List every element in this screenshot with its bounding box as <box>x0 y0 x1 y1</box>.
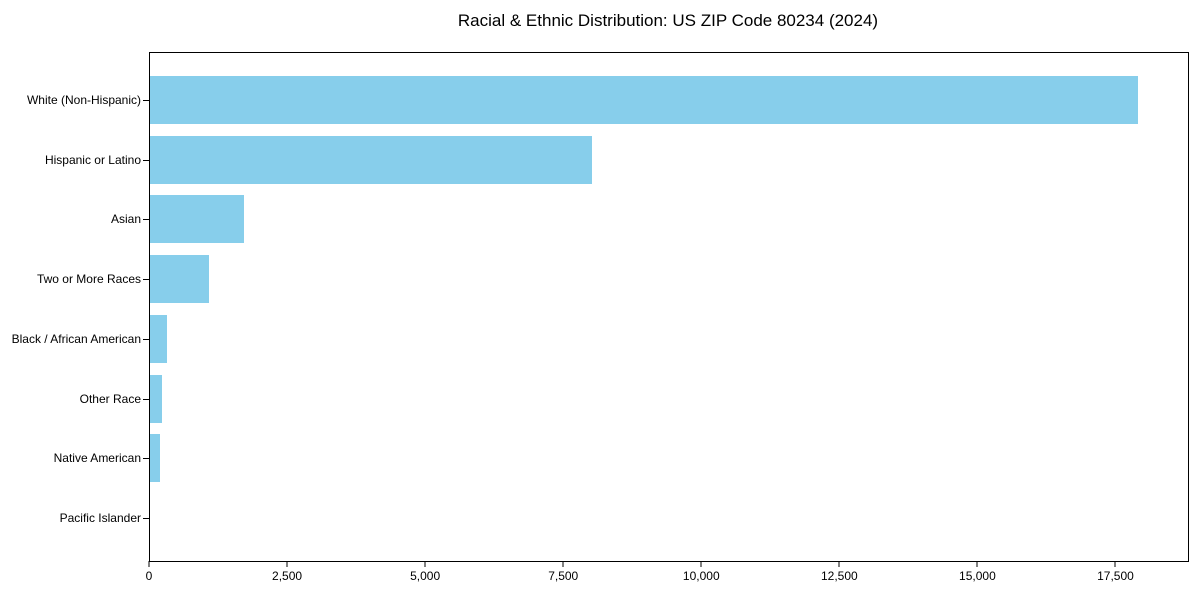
bar <box>150 374 163 423</box>
x-axis-tick <box>700 561 702 567</box>
x-axis-tick <box>424 561 426 567</box>
category-label: White (Non-Hispanic) <box>26 92 141 107</box>
bar-row: Hispanic or Latino <box>45 130 1188 190</box>
category-label: Native American <box>53 451 141 466</box>
x-axis: 0 2,500 5,000 7,500 10,000 12,500 15,000 17,500 <box>145 561 1187 599</box>
y-axis-tick <box>143 518 150 520</box>
bar-row: Asian <box>111 190 1188 250</box>
bar-row: Black / African American <box>12 309 1188 369</box>
x-tick-label: 10,000 <box>682 569 720 583</box>
x-tick-label: 5,000 <box>410 569 441 583</box>
y-axis-tick <box>143 458 150 460</box>
bar <box>150 75 1139 124</box>
y-axis-tick <box>143 159 150 161</box>
x-tick-label: 0 <box>145 569 153 583</box>
category-label: Asian <box>110 212 141 227</box>
bar-row: Two or More Races <box>37 249 1188 309</box>
bar <box>150 195 244 244</box>
bar <box>150 135 592 184</box>
x-tick-label: 2,500 <box>272 569 303 583</box>
x-axis-tick <box>1114 561 1116 567</box>
bar-row: White (Non-Hispanic) <box>27 70 1188 130</box>
bar-rows: White (Non-Hispanic) Hispanic or Latino As… <box>12 53 1188 561</box>
x-axis-tick <box>976 561 978 567</box>
category-label: Pacific Islander <box>59 511 141 526</box>
y-axis-tick <box>143 219 150 221</box>
bar-row: Other Race <box>80 369 1188 429</box>
x-axis-tick <box>562 561 564 567</box>
category-label: Black / African American <box>11 331 141 346</box>
x-axis-tick <box>286 561 288 567</box>
y-axis-tick <box>143 398 150 400</box>
bar <box>150 314 167 363</box>
x-tick-label: 12,500 <box>820 569 858 583</box>
x-tick-label: 7,500 <box>548 569 579 583</box>
category-label: Two or More Races <box>36 272 141 287</box>
x-tick-label: 17,500 <box>1097 569 1134 583</box>
y-axis-tick <box>143 99 150 101</box>
category-label: Hispanic or Latino <box>44 152 141 167</box>
bar-row: Native American <box>54 429 1188 489</box>
plot-area: White (Non-Hispanic) Hispanic or Latino As… <box>12 52 1189 562</box>
x-axis-tick <box>148 561 150 567</box>
x-axis-tick <box>838 561 840 567</box>
category-label: Other Race <box>79 391 141 406</box>
bar <box>150 255 209 304</box>
bar-row: Pacific Islander <box>60 488 1188 548</box>
y-axis-tick <box>143 279 150 281</box>
chart-title: Racial & Ethnic Distribution: US ZIP Cod… <box>457 11 879 30</box>
y-axis-tick <box>143 338 150 340</box>
bar <box>150 434 160 483</box>
x-tick-label: 15,000 <box>959 569 996 583</box>
